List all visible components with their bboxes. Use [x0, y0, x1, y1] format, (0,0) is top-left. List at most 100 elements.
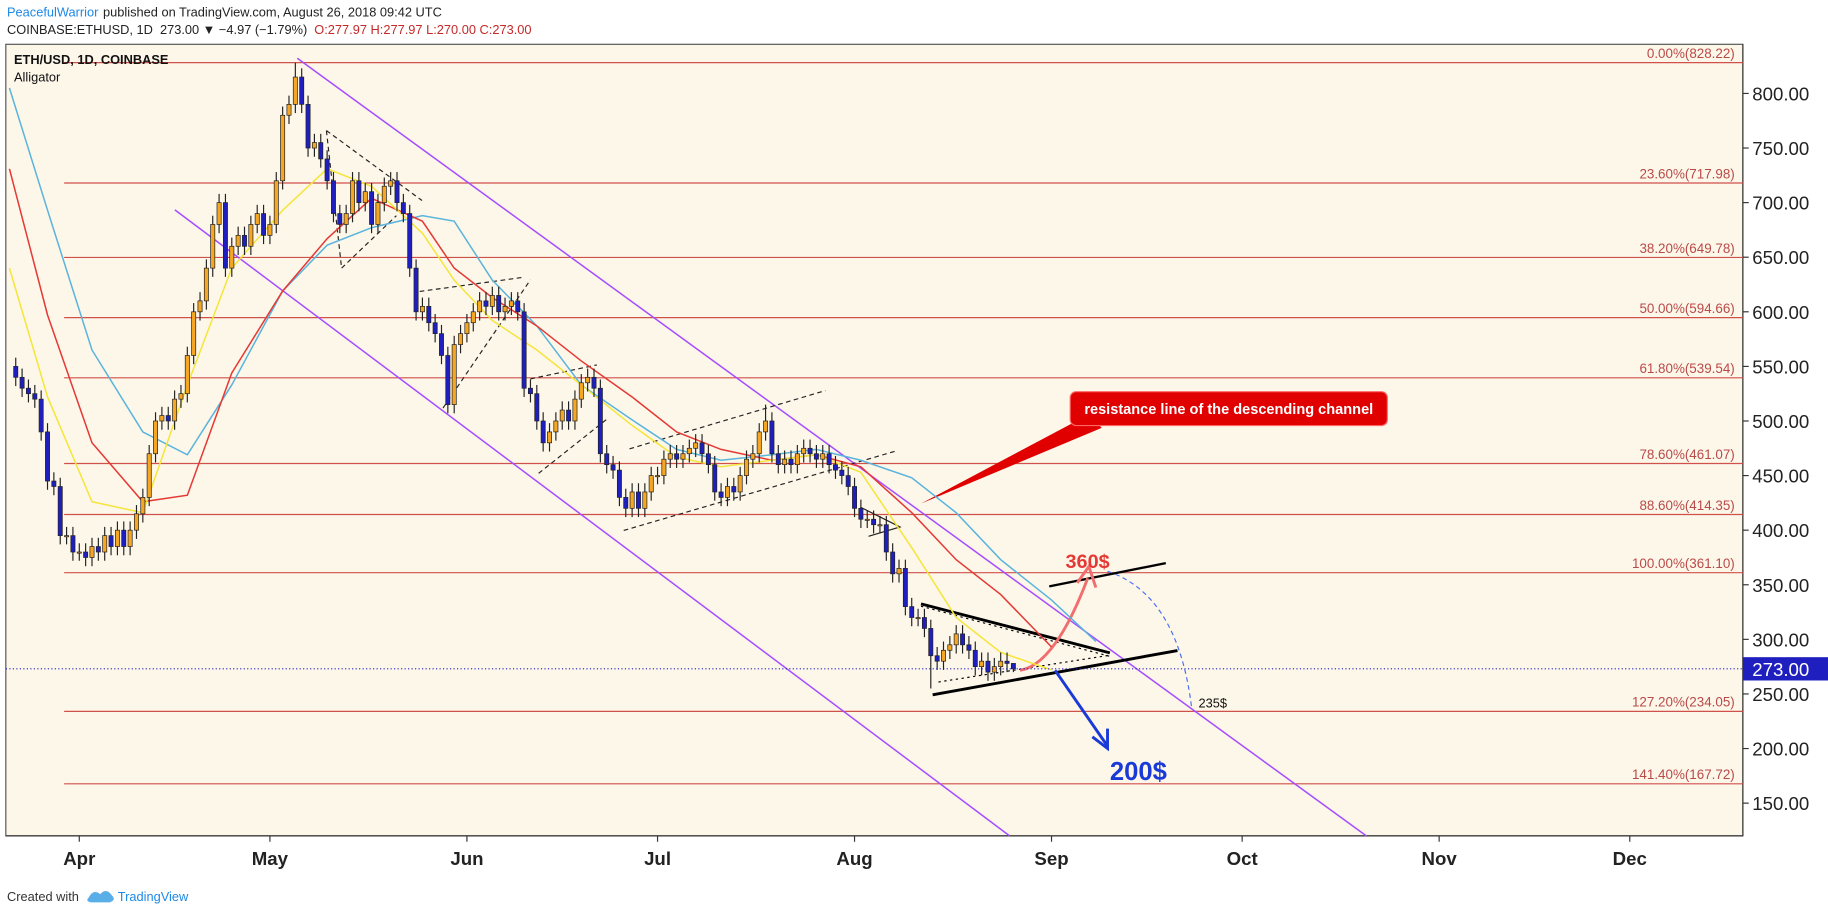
candle-body: [902, 568, 908, 607]
candle-body: [356, 180, 362, 203]
published: published on TradingView.com, August 26,…: [103, 4, 442, 19]
alligator-line: [8, 167, 1052, 671]
candle-body: [610, 464, 616, 471]
candle-body: [216, 202, 222, 225]
candle-body: [32, 393, 38, 400]
candle-body: [534, 393, 540, 422]
change: 273.00 ▼ −4.97 (−1.79%): [160, 22, 307, 37]
candle-body: [813, 453, 819, 460]
candle-body: [547, 431, 552, 444]
footer-brand: TradingView: [118, 889, 189, 904]
x-tick-label: Sep: [1034, 848, 1068, 869]
candle-body: [871, 518, 877, 526]
candle-body: [229, 245, 235, 269]
candle-body: [184, 355, 190, 395]
candle-body: [38, 398, 44, 433]
arrow-down: [1053, 669, 1109, 747]
candle-body: [331, 180, 336, 214]
callout-pointer: [920, 413, 1102, 504]
candle-body: [731, 486, 737, 493]
fib-label: 100.00%(361.10): [1632, 556, 1735, 571]
candle-body: [674, 453, 680, 460]
y-tick-label: 400.00: [1752, 520, 1809, 541]
candle-body: [159, 415, 165, 422]
candle-body: [852, 486, 857, 509]
candle-body: [337, 213, 343, 225]
last-price-label: 273.00: [1752, 659, 1809, 680]
candle-body: [203, 267, 209, 302]
alligator-line: [8, 168, 1053, 648]
candle-body: [388, 180, 394, 187]
candle-body: [839, 469, 845, 476]
candle-body: [134, 513, 139, 531]
candle-body: [744, 458, 749, 476]
candle-body: [407, 213, 413, 269]
y-tick-label: 450.00: [1752, 466, 1809, 487]
candle-body: [648, 475, 654, 493]
candle-body: [629, 491, 635, 509]
y-tick-label: 300.00: [1752, 629, 1809, 650]
candle-body: [623, 497, 629, 509]
footer-logo: [87, 890, 114, 903]
candle-body: [292, 76, 298, 105]
candle-body: [381, 185, 387, 203]
candle-body: [928, 628, 934, 657]
arrow-up-head: [1076, 563, 1098, 589]
flag-2: [419, 276, 531, 409]
candle-body: [197, 300, 203, 313]
candle-body: [947, 644, 953, 651]
candle-body: [864, 518, 870, 521]
candle-body: [616, 469, 622, 498]
candle-body: [26, 387, 31, 395]
candle-body: [1004, 660, 1010, 664]
candle-body: [318, 142, 324, 160]
candle-body: [553, 420, 559, 433]
axis-layer: 150.00 200.00 250.00 300.00 350.00 400.00 450.…: [5, 83, 1828, 869]
candle-body: [858, 507, 864, 520]
candle-body: [45, 431, 50, 482]
candle-body: [413, 267, 419, 313]
candle-body: [350, 180, 355, 214]
candle-body: [998, 660, 1004, 668]
candle-body: [445, 355, 451, 405]
candle-body: [273, 180, 279, 225]
candle-body: [19, 376, 25, 389]
y-tick-label: 200.00: [1752, 739, 1809, 760]
candle-body: [419, 305, 425, 313]
candle-body: [210, 224, 216, 269]
y-tick-label: 750.00: [1752, 138, 1809, 159]
candle-body: [222, 202, 228, 269]
candle-body: [83, 551, 89, 558]
candle-body: [680, 453, 686, 460]
candle-body: [394, 180, 400, 203]
candle-body: [833, 464, 838, 471]
y-tick-label: 150.00: [1752, 793, 1809, 814]
candle-body: [280, 114, 286, 182]
candle-body: [521, 311, 527, 389]
candle-body: [604, 453, 610, 466]
channel-lower: [174, 209, 1011, 837]
candle-body: [299, 76, 305, 105]
candle-body: [375, 202, 381, 225]
fib-label: 38.20%(649.78): [1639, 241, 1734, 256]
y-tick-label: 700.00: [1752, 193, 1809, 214]
candle-body: [737, 475, 743, 493]
candle-body: [705, 453, 711, 466]
candle-body: [267, 224, 273, 236]
candle-body: [724, 486, 730, 498]
candle-body: [57, 486, 63, 536]
candle-body: [13, 366, 19, 378]
candle-body: [788, 458, 794, 466]
candle-body: [578, 382, 584, 400]
candle-body: [470, 311, 476, 324]
candle-body: [528, 387, 533, 395]
candle-body: [242, 235, 247, 247]
candle-body: [311, 142, 317, 149]
candle-body: [941, 649, 946, 662]
candle-body: [985, 660, 991, 673]
chart-subtitle: Alligator: [14, 70, 61, 85]
candle-body: [127, 529, 133, 547]
fib-label: 0.00%(828.22): [1647, 46, 1735, 61]
